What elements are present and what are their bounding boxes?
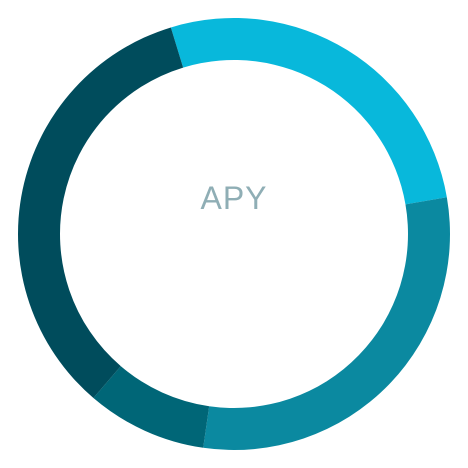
donut-slice-4: [17, 27, 184, 399]
donut-slice-3: [93, 366, 210, 448]
center-label: APY: [200, 180, 268, 216]
donut-slice-1: [170, 17, 447, 205]
donut-slice-2: [203, 197, 450, 450]
donut-slices: [17, 17, 450, 450]
